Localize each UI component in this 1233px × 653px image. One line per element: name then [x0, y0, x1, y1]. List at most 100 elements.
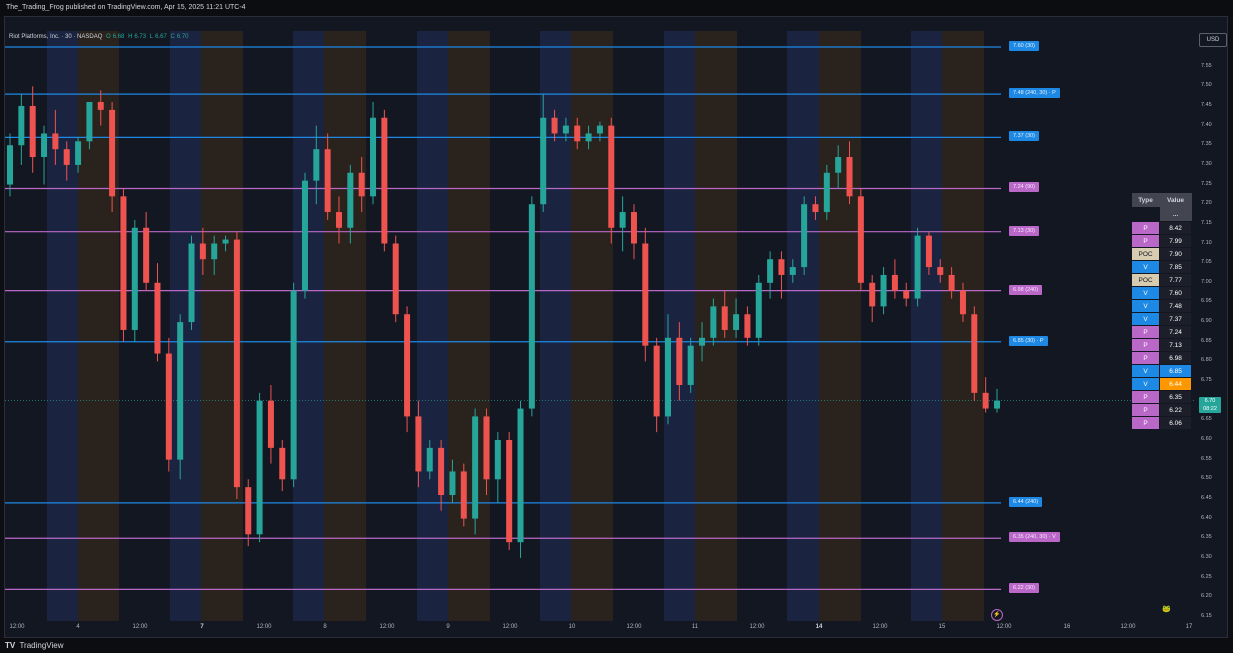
price-tick-label: 7.25: [1201, 180, 1212, 187]
candle: [267, 400, 274, 448]
candle: [449, 471, 456, 496]
session-band-orange: [942, 31, 984, 621]
candle: [744, 314, 751, 338]
table-cell-value: 6.06: [1159, 416, 1192, 430]
time-tick-label: 17: [1185, 624, 1193, 630]
candle: [404, 314, 411, 417]
level-tag: 6.85 (30) · P: [1009, 335, 1048, 346]
price-tick-label: 7.20: [1201, 200, 1212, 207]
time-tick-label: 9: [446, 624, 450, 630]
candle: [211, 243, 218, 260]
table-cell-type: POC: [1130, 273, 1161, 287]
price-tick-label: 7.45: [1201, 101, 1212, 108]
candle: [29, 105, 36, 158]
candle: [959, 290, 966, 315]
candle: [381, 117, 388, 244]
footer: ⁠TV TradingView: [0, 638, 1233, 653]
price-tick-label: 6.95: [1201, 298, 1212, 305]
currency-button[interactable]: USD: [1199, 33, 1227, 47]
candle: [994, 400, 1000, 409]
table-cell-type: V: [1130, 260, 1161, 274]
candle: [914, 235, 921, 299]
time-tick-label: 12:00: [749, 624, 765, 630]
candle: [982, 392, 989, 409]
candle: [891, 274, 898, 291]
candle: [812, 204, 819, 213]
table-row: POC 7.77: [1130, 273, 1192, 287]
table-cell-type: P: [1130, 390, 1161, 404]
table-cell-type: P: [1130, 403, 1161, 417]
candle: [925, 235, 932, 268]
table-cell-type: P: [1130, 416, 1161, 430]
table-cell-value: 7.99: [1159, 234, 1192, 248]
table-cell-type: V: [1130, 312, 1161, 326]
table-cell-value: 7.13: [1159, 338, 1192, 352]
candle: [370, 117, 377, 197]
candle: [63, 149, 70, 165]
ohlc-close: 6.70: [176, 34, 189, 40]
price-tick-label: 6.50: [1201, 475, 1212, 482]
candle: [415, 416, 422, 472]
candle: [392, 243, 399, 315]
table-cell-value: 7.77: [1159, 273, 1192, 287]
table-subheader-type: [1131, 207, 1160, 222]
candle: [540, 117, 547, 205]
price-tick-label: 6.90: [1201, 318, 1212, 325]
candle: [245, 487, 252, 535]
candle: [857, 196, 864, 283]
time-tick-label: 12:00: [872, 624, 888, 630]
table-cell-type: V: [1130, 364, 1161, 378]
bar-countdown: 08:22: [1203, 406, 1217, 412]
candle: [823, 172, 830, 213]
price-tick-label: 6.40: [1201, 514, 1212, 521]
time-tick-label: 12:00: [132, 624, 148, 630]
price-tick-label: 7.05: [1201, 259, 1212, 266]
level-tag: 7.37 (30): [1009, 131, 1040, 142]
table-cell-value: 6.22: [1159, 403, 1192, 417]
price-chart[interactable]: [5, 17, 1228, 638]
table-cell-type: P: [1130, 325, 1161, 339]
level-tag: 6.22 (30): [1009, 583, 1040, 594]
table-row: V 7.48: [1130, 299, 1192, 313]
table-cell-value: 7.90: [1159, 247, 1192, 261]
time-tick-label: 4: [76, 624, 80, 630]
candle: [574, 125, 581, 142]
candle: [165, 353, 172, 460]
candle: [778, 259, 785, 275]
session-band-orange: [448, 31, 490, 621]
table-cell-type: P: [1130, 338, 1161, 352]
time-tick-label: 12:00: [502, 624, 518, 630]
table-cell-type: P: [1130, 221, 1161, 235]
candle: [233, 239, 240, 488]
price-tick-label: 6.60: [1201, 436, 1212, 442]
candle: [948, 274, 955, 291]
candle: [279, 447, 286, 480]
ohlc-high-label: H: [128, 34, 133, 40]
table-row: P 7.24: [1130, 325, 1192, 339]
level-tag: 7.24 (90): [1009, 182, 1040, 193]
chart-area[interactable]: [4, 16, 1228, 638]
table-row: P 6.22: [1130, 403, 1192, 417]
candle: [52, 133, 59, 150]
candle: [483, 416, 490, 480]
table-cell-type: V: [1130, 299, 1161, 313]
level-tag: 6.44 (240): [1009, 496, 1043, 507]
table-header-type: Type: [1131, 193, 1160, 207]
price-tick-label: 7.50: [1201, 82, 1212, 89]
time-tick-label: 12:00: [9, 624, 25, 630]
ohlc-low-label: L: [149, 34, 154, 40]
table-row: POC 7.90: [1130, 247, 1192, 261]
time-tick-label: 10: [568, 624, 576, 630]
candle: [789, 267, 796, 275]
tradingview-logo-icon: ⁠TV: [5, 641, 16, 650]
candle: [687, 345, 694, 385]
table-header-value: Value: [1159, 193, 1192, 207]
candle: [120, 196, 127, 330]
candle: [97, 102, 104, 110]
candle: [472, 416, 479, 519]
table-row: P 7.99: [1130, 234, 1192, 248]
table-cell-value: 7.85: [1159, 260, 1192, 274]
table-cell-type: P: [1130, 234, 1161, 248]
table-cell-value: 6.85: [1159, 364, 1192, 378]
lightning-icon[interactable]: ⚡: [991, 609, 1003, 621]
